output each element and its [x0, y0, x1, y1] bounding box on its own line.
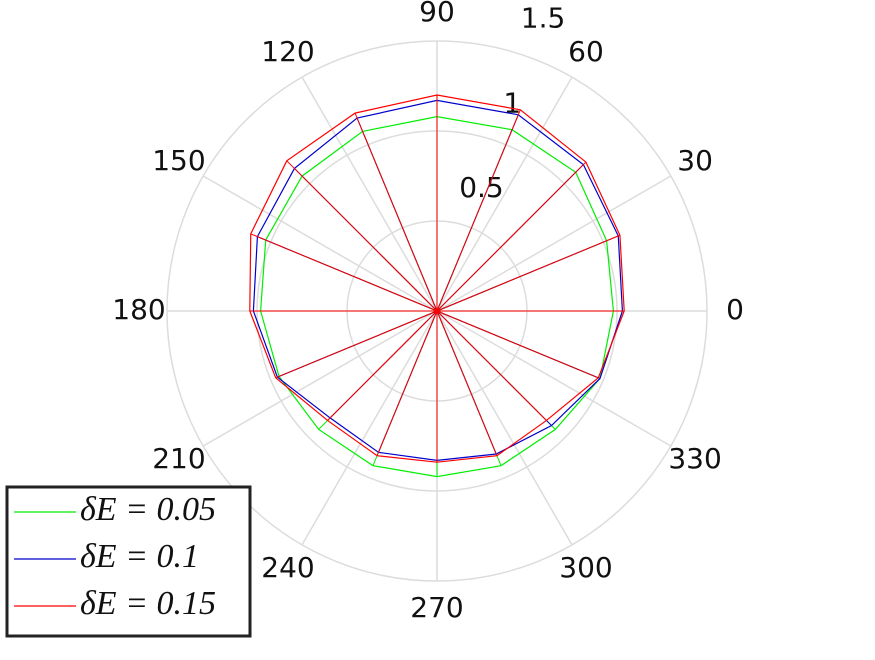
- spoke: [250, 233, 438, 312]
- series-line: [249, 94, 625, 463]
- theta-tick-label: 60: [568, 35, 604, 68]
- theta-tick-label: 210: [152, 442, 205, 475]
- theta-tick-label: 30: [677, 144, 713, 177]
- spoke-grid-line: [202, 175, 438, 312]
- legend-label: δE = 0.15: [80, 585, 216, 622]
- r-tick-label: 1.5: [521, 2, 566, 35]
- theta-tick-label: 330: [668, 442, 721, 475]
- theta-tick-label: 120: [261, 35, 314, 68]
- spoke-grid-line: [436, 175, 672, 312]
- spoke-grid-line: [301, 310, 438, 546]
- spoke-grid-line: [202, 310, 438, 447]
- theta-tick-label: 0: [726, 293, 744, 326]
- r-tick-label: 1: [503, 86, 521, 119]
- spoke: [354, 112, 438, 312]
- spoke-grid-line: [436, 76, 573, 312]
- series-line: [252, 99, 624, 462]
- spoke: [376, 310, 438, 456]
- theta-tick-label: 90: [419, 0, 455, 28]
- legend: δE = 0.05 δE = 0.1 δE = 0.15: [5, 485, 252, 638]
- spoke: [436, 234, 621, 312]
- spoke-grid-line: [436, 310, 672, 447]
- spoke: [436, 109, 521, 312]
- spoke-grid-line: [301, 76, 438, 312]
- theta-tick-label: 240: [261, 551, 314, 584]
- spoke: [327, 310, 438, 421]
- spoke: [436, 310, 599, 379]
- spoke: [286, 160, 438, 312]
- legend-label: δE = 0.1: [80, 538, 199, 575]
- theta-tick-label: 300: [559, 551, 612, 584]
- spoke: [275, 310, 438, 379]
- spoke: [436, 310, 498, 456]
- spoke: [436, 161, 587, 312]
- theta-tick-label: 270: [410, 591, 463, 624]
- theta-tick-label: 180: [112, 293, 165, 326]
- ring-grid-line: [166, 40, 708, 582]
- theta-tick-label: 150: [152, 144, 205, 177]
- spoke-grid-line: [436, 310, 573, 546]
- spoke: [436, 310, 547, 421]
- legend-label: δE = 0.05: [80, 491, 216, 528]
- r-tick-label: 0.5: [459, 171, 504, 204]
